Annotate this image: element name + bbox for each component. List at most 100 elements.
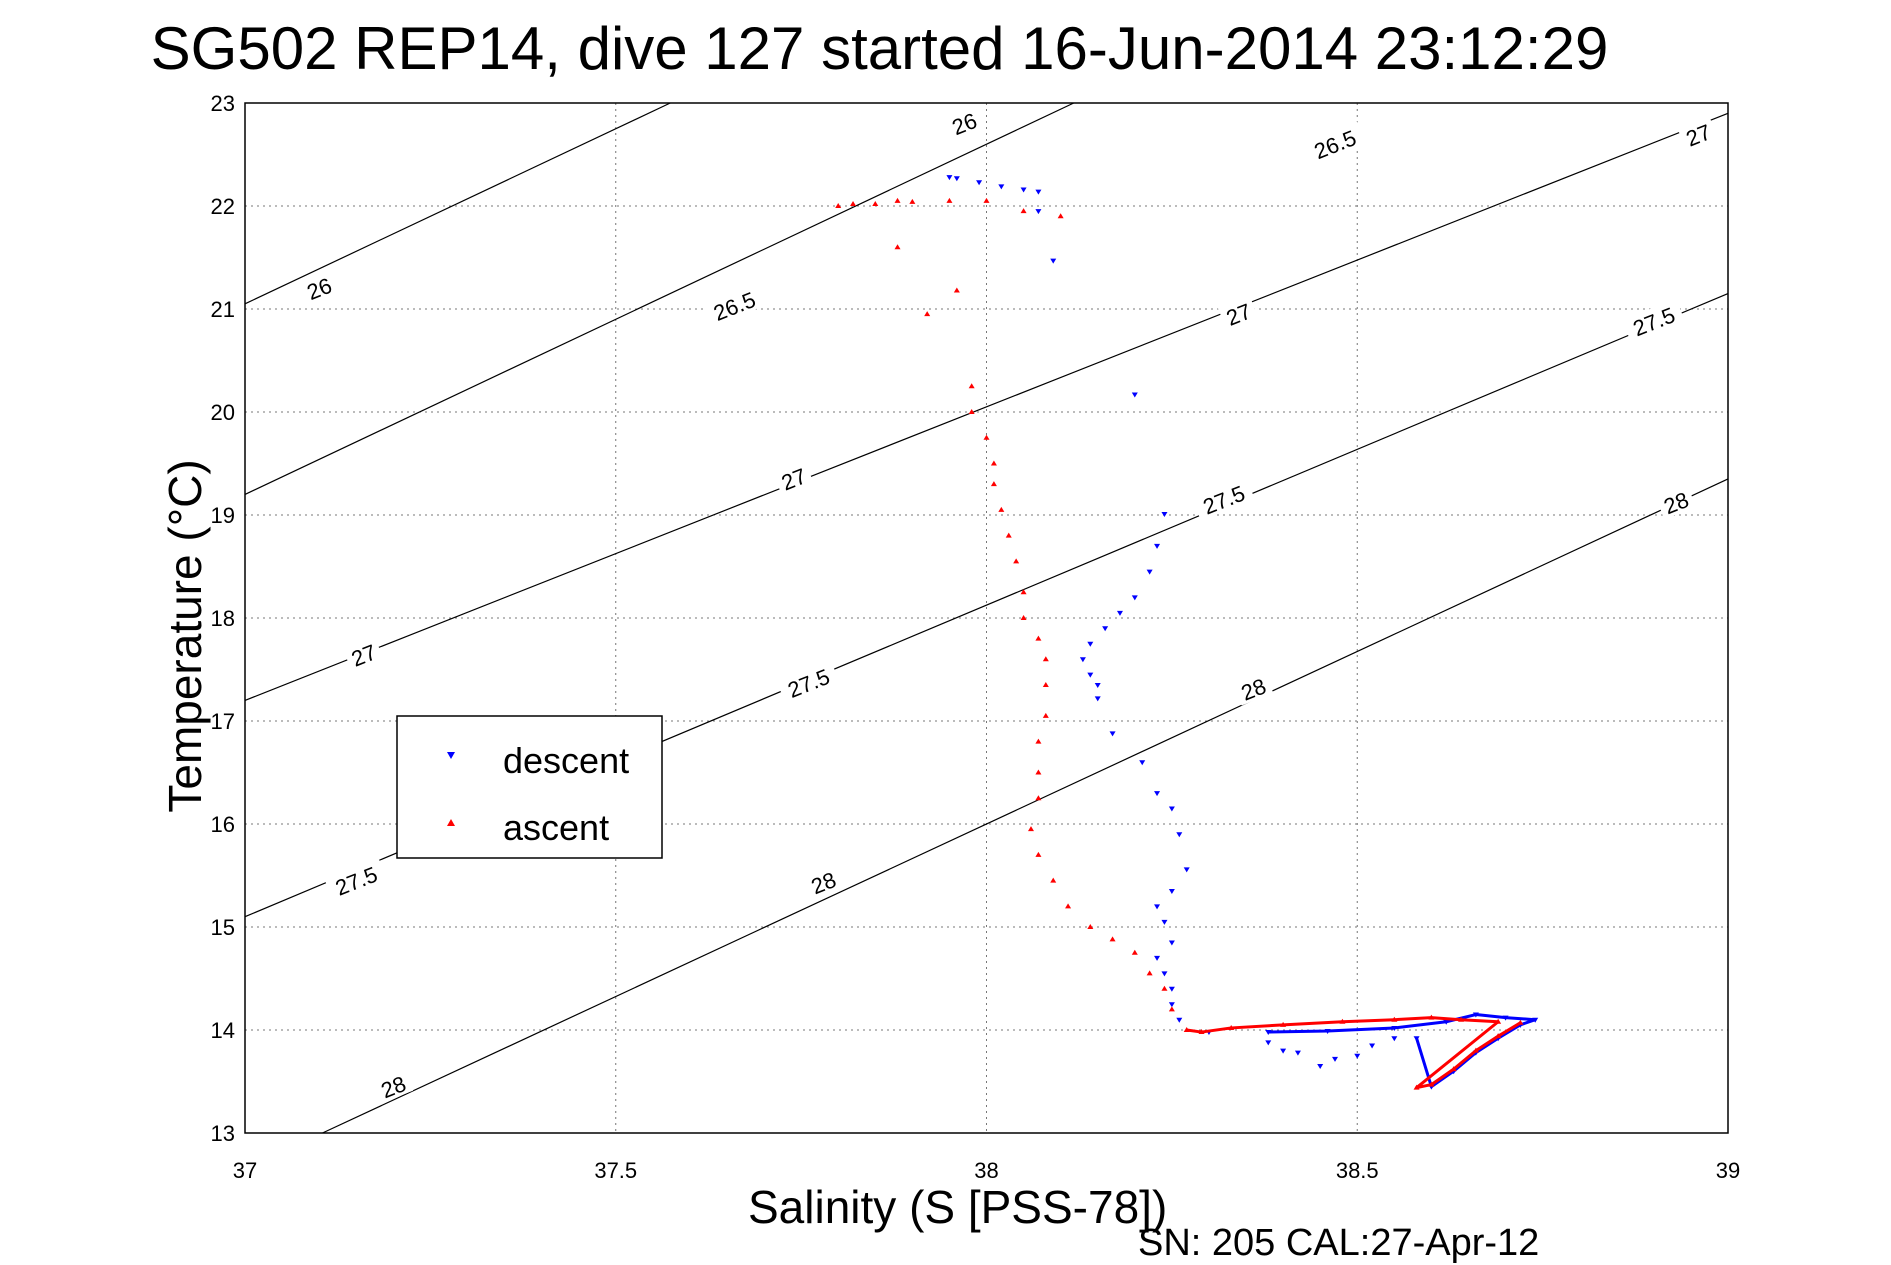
descent-point: [1154, 904, 1161, 910]
isopycnal-label-bg: [1192, 476, 1255, 521]
isopycnal-line: [244, 102, 671, 305]
ascent-point: [1035, 738, 1042, 744]
descent-point: [1168, 888, 1175, 894]
ascent-point: [850, 200, 857, 206]
descent-point: [1168, 986, 1175, 992]
legend-descent-marker: [447, 752, 455, 759]
isopycnal-label-bg: [802, 864, 844, 900]
isopycnal-label-bg: [1218, 295, 1259, 331]
y-tick-label: 17: [211, 709, 235, 734]
descent-point: [1087, 672, 1094, 678]
ascent-point: [953, 287, 960, 293]
descent-series: [946, 175, 1539, 1090]
ascent-point: [1035, 635, 1042, 641]
ascent-point: [1042, 656, 1049, 662]
descent-point: [1154, 791, 1161, 797]
descent-point: [1154, 955, 1161, 961]
x-tick-labels: 37 37.5 38 38.5 39: [233, 1158, 1740, 1183]
ascent-point: [1109, 936, 1116, 942]
legend-box: [396, 715, 663, 859]
ascent-point: [1146, 970, 1153, 976]
ascent-trace: [1186, 1016, 1522, 1090]
descent-point: [1176, 832, 1183, 838]
isopycnal-line: [244, 102, 1074, 495]
descent-point: [1079, 657, 1086, 663]
y-tick-labels: 13 14 15 16 17 18 19 20 21 22 23: [211, 91, 235, 1146]
x-tick-label: 38.5: [1336, 1158, 1379, 1183]
descent-point: [946, 175, 953, 181]
y-tick-label: 13: [211, 1121, 235, 1146]
descent-point: [1035, 189, 1042, 195]
descent-point: [1020, 187, 1027, 193]
isopycnal-label-bg: [1622, 298, 1685, 343]
ascent-point: [1035, 769, 1042, 775]
ascent-point: [968, 383, 975, 389]
descent-point: [1109, 731, 1116, 737]
ascent-point: [1065, 903, 1072, 909]
ascent-point: [998, 506, 1005, 512]
isopycnal-line: [244, 112, 1729, 701]
descent-point: [1354, 1053, 1361, 1059]
descent-point: [1168, 1002, 1175, 1008]
descent-point: [1161, 971, 1168, 977]
x-tick-label: 37.5: [594, 1158, 637, 1183]
legend-descent-label: descent: [503, 740, 629, 781]
y-tick-label: 16: [211, 812, 235, 837]
y-tick-label: 22: [211, 194, 235, 219]
descent-point: [976, 180, 983, 186]
descent-point: [1391, 1036, 1398, 1042]
ascent-point: [983, 197, 990, 203]
descent-trace: [1268, 1013, 1537, 1089]
descent-point: [1168, 940, 1175, 946]
isopycnal-label-bg: [298, 270, 340, 305]
descent-point: [1035, 209, 1042, 215]
ascent-point: [946, 197, 953, 203]
y-tick-label: 14: [211, 1018, 235, 1043]
isopycnal-label-bg: [1232, 670, 1274, 706]
x-axis-label: Salinity (S [PSS-78]): [748, 1181, 1168, 1233]
descent-point: [1161, 511, 1168, 517]
ascent-point: [1087, 924, 1094, 929]
descent-point: [1317, 1064, 1324, 1070]
ascent-point: [1042, 681, 1049, 687]
isopycnal-label: 27: [773, 460, 814, 496]
footer-serial-calibration: SN: 205 CAL:27-Apr-12: [1138, 1222, 1540, 1264]
ascent-point: [1020, 615, 1027, 620]
ascent-point: [909, 198, 916, 204]
isopycnal-label-bg: [702, 283, 766, 327]
ascent-point: [1035, 851, 1042, 857]
ascent-point: [872, 200, 879, 206]
isopycnal-label: 28: [1232, 670, 1274, 706]
y-tick-label: 18: [211, 606, 235, 631]
ascent-point: [990, 481, 997, 487]
descent-point: [1161, 919, 1168, 925]
ascent-point: [1005, 532, 1012, 538]
y-tick-label: 19: [211, 503, 235, 528]
legend-ascent-label: ascent: [503, 807, 609, 848]
isopycnal-label-bg: [1655, 484, 1696, 520]
descent-point: [1369, 1043, 1376, 1049]
descent-point: [1094, 682, 1101, 688]
plot-frame: [244, 102, 1729, 1134]
descent-point: [1176, 1017, 1183, 1023]
isopycnal-label-bg: [776, 660, 840, 704]
descent-point: [1087, 641, 1094, 647]
ascent-series: [835, 197, 1524, 1090]
descent-point: [998, 184, 1005, 190]
isopycnal-label-bg: [372, 1068, 414, 1104]
isopycnal-label-bg: [1677, 116, 1719, 152]
y-tick-label: 20: [211, 400, 235, 425]
descent-point: [1131, 595, 1138, 601]
ascent-point: [924, 311, 931, 317]
ascent-point: [835, 203, 842, 208]
descent-point: [1183, 867, 1190, 873]
y-axis-label: Temperature (°C): [159, 459, 211, 813]
legend: descent ascent: [396, 715, 663, 859]
ascent-point: [1020, 208, 1027, 214]
y-tick-label: 23: [211, 91, 235, 116]
x-tick-label: 38: [974, 1158, 998, 1183]
descent-point: [1154, 543, 1161, 549]
descent-point: [1332, 1056, 1339, 1062]
ascent-point: [1013, 558, 1020, 564]
